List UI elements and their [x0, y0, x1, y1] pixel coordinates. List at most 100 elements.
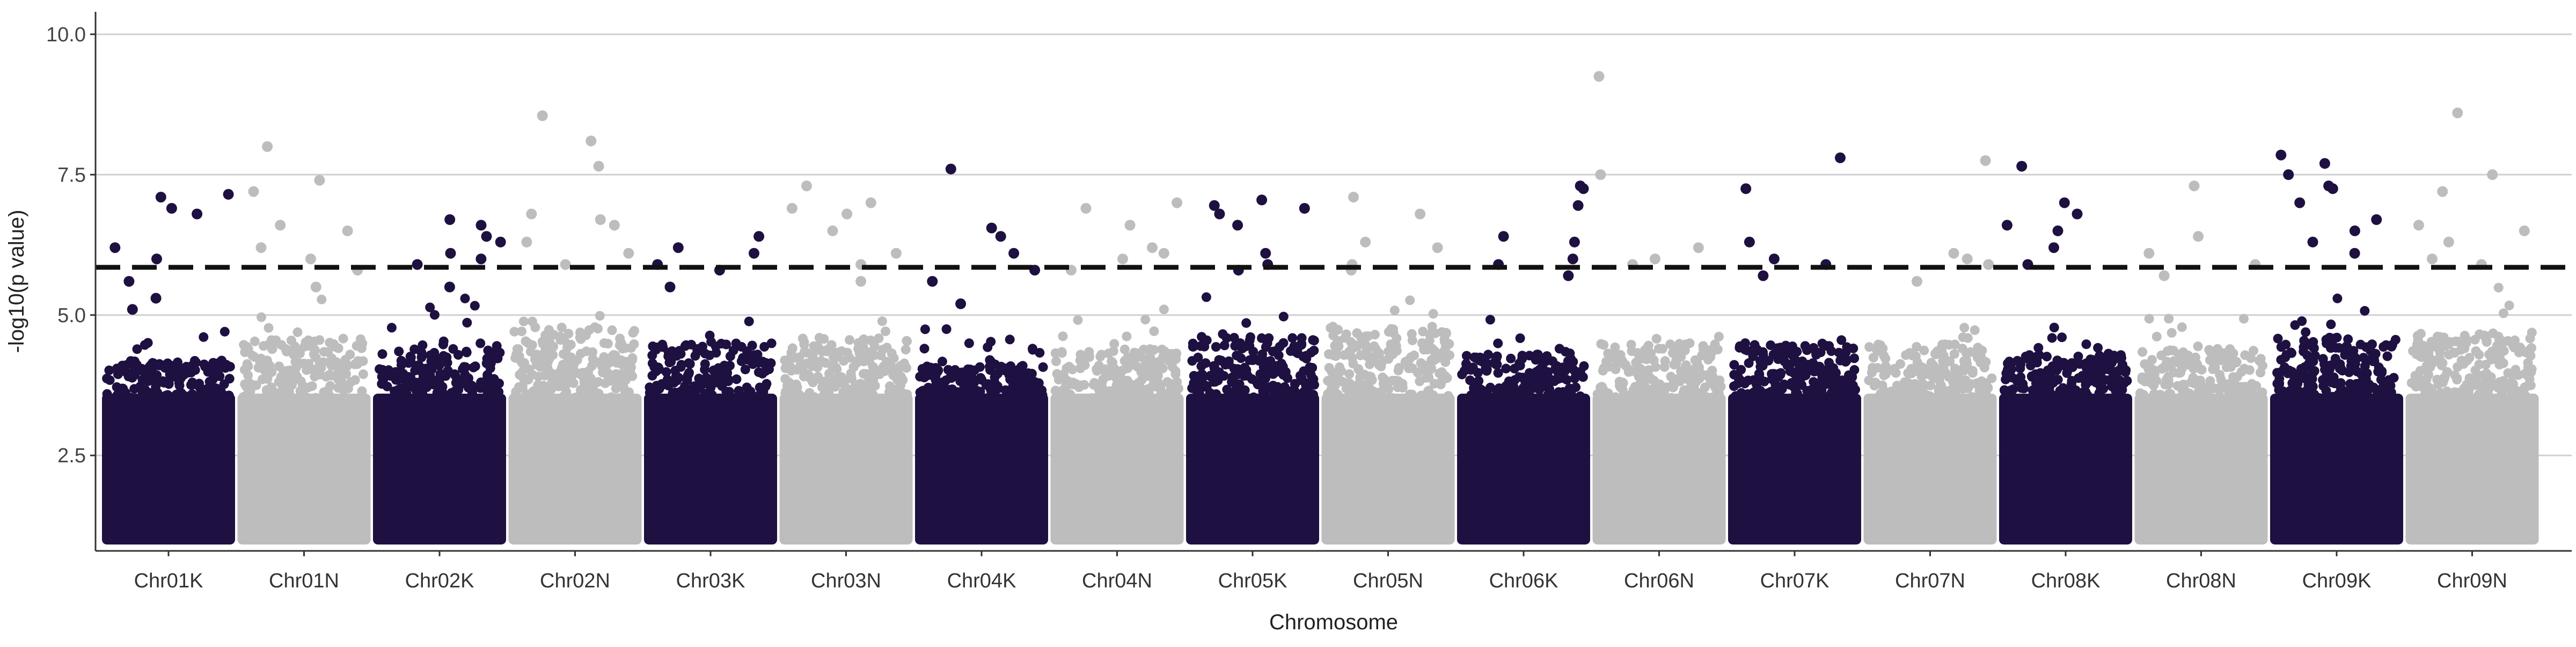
data-point	[488, 386, 497, 395]
data-point	[495, 348, 504, 358]
data-point	[387, 323, 397, 332]
data-point	[2045, 374, 2054, 383]
data-point	[2218, 349, 2228, 359]
data-point	[1781, 404, 1790, 413]
data-point	[1963, 333, 1973, 343]
data-point	[822, 395, 832, 404]
data-point	[1405, 295, 1415, 305]
data-point	[2070, 406, 2080, 416]
data-point	[1755, 386, 1765, 396]
data-point	[1329, 351, 1339, 360]
data-point	[1670, 360, 1679, 369]
data-point	[174, 362, 184, 372]
data-point	[199, 398, 208, 408]
data-point	[608, 325, 617, 335]
data-point	[2139, 391, 2149, 401]
data-point	[2362, 405, 2372, 415]
data-point	[149, 359, 158, 368]
data-point	[418, 374, 428, 384]
data-point	[2338, 366, 2347, 375]
data-point	[1578, 372, 1588, 382]
data-point	[1145, 405, 1154, 415]
data-point	[2366, 395, 2375, 404]
data-point	[2151, 396, 2161, 405]
data-point	[584, 325, 594, 335]
data-point	[796, 398, 806, 408]
top-data-point	[526, 209, 537, 220]
data-point	[495, 405, 505, 415]
data-point	[1760, 377, 1769, 387]
data-point	[885, 364, 895, 373]
data-point	[1619, 378, 1628, 388]
data-point	[181, 391, 191, 401]
data-point	[448, 344, 458, 354]
data-point	[1419, 401, 1429, 410]
top-data-point	[1348, 192, 1359, 202]
data-point	[1160, 396, 1169, 406]
data-point	[1969, 394, 1979, 404]
data-point	[1845, 405, 1855, 415]
data-point	[1058, 331, 1068, 341]
top-data-point	[256, 242, 267, 253]
data-point	[756, 401, 765, 410]
top-data-point	[1744, 237, 1755, 248]
data-point	[2165, 389, 2175, 398]
data-point	[1563, 397, 1572, 407]
dense-points-band	[102, 394, 235, 544]
data-point	[547, 377, 557, 387]
data-point	[2246, 353, 2256, 363]
data-point	[822, 346, 831, 356]
top-data-point	[2294, 198, 2305, 208]
data-point	[1162, 377, 1172, 387]
data-point	[126, 356, 136, 366]
data-point	[2115, 392, 2125, 402]
data-point	[184, 368, 194, 377]
data-point	[990, 401, 999, 410]
data-point	[2145, 372, 2154, 382]
data-point	[115, 387, 125, 397]
data-point	[761, 382, 771, 391]
data-point	[1980, 405, 1989, 415]
data-point	[2231, 357, 2241, 366]
data-point	[1493, 339, 1503, 348]
data-point	[1390, 306, 1400, 315]
data-point	[2204, 345, 2214, 355]
data-point	[332, 357, 341, 367]
top-data-point	[1962, 253, 1973, 264]
data-point	[298, 381, 308, 391]
data-point	[692, 385, 702, 395]
data-point	[186, 380, 196, 390]
data-point	[1354, 379, 1364, 389]
data-point	[2348, 385, 2358, 395]
data-point	[1836, 402, 1846, 411]
data-point	[1506, 354, 1516, 364]
data-point	[2314, 393, 2324, 403]
data-point	[594, 391, 604, 401]
data-point	[1468, 362, 1478, 372]
data-point	[579, 395, 588, 404]
data-point	[1205, 395, 1214, 405]
data-point	[2357, 369, 2366, 379]
data-point	[2250, 381, 2259, 390]
data-point	[1621, 361, 1630, 370]
data-point	[1555, 395, 1564, 405]
data-point	[1406, 352, 1416, 362]
data-point	[1379, 384, 1388, 394]
data-point	[1211, 342, 1221, 352]
data-point	[1751, 401, 1760, 411]
data-point	[931, 371, 940, 381]
data-point	[1864, 375, 1874, 385]
data-point	[1532, 404, 1541, 414]
data-point	[2210, 383, 2220, 393]
data-point	[595, 311, 605, 321]
data-point	[2379, 342, 2388, 352]
data-point	[566, 374, 576, 383]
data-point	[514, 382, 524, 392]
data-point	[683, 373, 692, 382]
data-point	[2270, 401, 2280, 411]
data-point	[1938, 356, 1948, 366]
data-point	[563, 355, 573, 365]
data-point	[464, 402, 473, 411]
data-point	[2302, 351, 2312, 360]
top-data-point	[109, 242, 120, 253]
